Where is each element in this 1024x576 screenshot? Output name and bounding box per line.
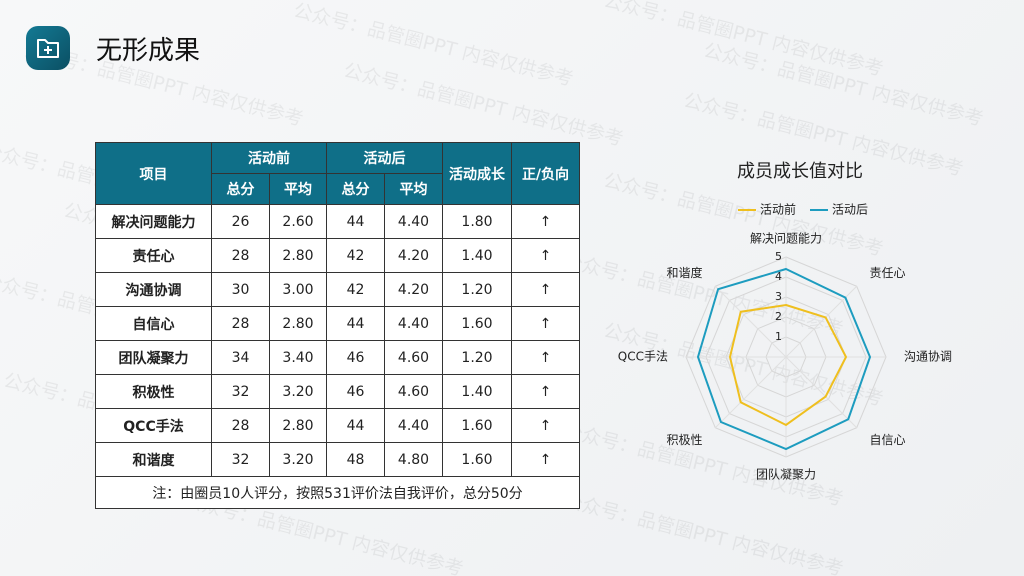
table-cell: ↑ xyxy=(511,442,580,477)
table-cell: 1.40 xyxy=(442,238,512,273)
table-cell: 积极性 xyxy=(95,374,212,409)
category-label: 积极性 xyxy=(667,433,703,447)
header-row: 项目 活动前 活动后 活动成长 正/负向 xyxy=(95,142,580,205)
note-row: 注：由圈员10人评分，按照531评价法自我评价，总分50分 xyxy=(95,476,580,509)
table-cell: 团队凝聚力 xyxy=(95,340,212,375)
table-cell: 46 xyxy=(326,340,385,375)
r-tick-label: 2 xyxy=(775,310,782,323)
subheader-cell: 总分 xyxy=(211,173,270,205)
table-cell: 4.40 xyxy=(384,306,443,341)
data-table: 项目 活动前 活动后 活动成长 正/负向 总分 平均 总分 平均 解决问题能力 26 2.60 44 4.… xyxy=(95,142,580,509)
table-cell: 1.60 xyxy=(442,442,512,477)
table-cell: 1.20 xyxy=(442,340,512,375)
r-tick-label: 5 xyxy=(775,250,782,263)
table-cell: QCC手法 xyxy=(95,408,212,443)
header-cell: 活动成长 xyxy=(442,142,512,205)
table-cell: 32 xyxy=(211,442,270,477)
table-cell: 2.60 xyxy=(269,204,327,239)
r-tick-label: 3 xyxy=(775,290,782,303)
table-row: 责任心 28 2.80 42 4.20 1.40 ↑ xyxy=(95,238,580,273)
table-cell: 4.40 xyxy=(384,204,443,239)
table-cell: 44 xyxy=(326,306,385,341)
table-row: 团队凝聚力 34 3.40 46 4.60 1.20 ↑ xyxy=(95,340,580,375)
table-cell: ↑ xyxy=(511,306,580,341)
chart-title: 成员成长值对比 xyxy=(737,161,863,182)
table-cell: 沟通协调 xyxy=(95,272,212,307)
category-label: 团队凝聚力 xyxy=(756,467,816,482)
table-cell: 4.20 xyxy=(384,238,443,273)
table-cell: ↑ xyxy=(511,272,580,307)
slide-title: 无形成果 xyxy=(96,36,201,66)
table-cell: 3.40 xyxy=(269,340,327,375)
header-cell: 活动后 xyxy=(326,142,443,174)
table-cell: 2.80 xyxy=(269,238,327,273)
table-cell: ↑ xyxy=(511,374,580,409)
table-cell: 3.20 xyxy=(269,442,327,477)
table-cell: 44 xyxy=(326,408,385,443)
table-cell: ↑ xyxy=(511,408,580,443)
subheader-row: 总分 平均 总分 平均 xyxy=(96,173,580,205)
table-cell: 44 xyxy=(326,204,385,239)
category-label: 责任心 xyxy=(869,266,905,280)
category-label: 和谐度 xyxy=(667,265,703,280)
spoke xyxy=(785,356,858,429)
category-label: 解决问题能力 xyxy=(750,232,822,246)
title-icon xyxy=(26,26,70,70)
spoke xyxy=(714,285,787,358)
subheader-cell: 平均 xyxy=(384,173,443,205)
table-row: QCC手法 28 2.80 44 4.40 1.60 ↑ xyxy=(95,408,580,443)
table-row: 自信心 28 2.80 44 4.40 1.60 ↑ xyxy=(95,306,580,341)
table-cell: 48 xyxy=(326,442,385,477)
category-label: QCC手法 xyxy=(618,350,668,364)
table-cell: 1.60 xyxy=(442,408,512,443)
table-cell: 4.60 xyxy=(384,374,443,409)
table-cell: 3.20 xyxy=(269,374,327,409)
table-cell: 解决问题能力 xyxy=(95,204,212,239)
series-line xyxy=(728,303,848,427)
table-cell: 28 xyxy=(211,238,270,273)
category-label: 沟通协调 xyxy=(904,349,952,364)
folder-icon xyxy=(37,39,59,58)
table-cell: 2.80 xyxy=(269,306,327,341)
table-cell: 28 xyxy=(211,408,270,443)
subheader-cell: 总分 xyxy=(326,173,385,205)
spoke xyxy=(714,356,787,429)
table-cell: 42 xyxy=(326,272,385,307)
table-cell: 32 xyxy=(211,374,270,409)
table-cell: 2.80 xyxy=(269,408,327,443)
table-cell: 1.20 xyxy=(442,272,512,307)
table-row: 积极性 32 3.20 46 4.60 1.40 ↑ xyxy=(95,374,580,409)
table-row: 和谐度 32 3.20 48 4.80 1.60 ↑ xyxy=(95,442,580,477)
series-line xyxy=(696,267,872,451)
table-note: 注：由圈员10人评分，按照531评价法自我评价，总分50分 xyxy=(95,476,580,509)
r-tick-label: 1 xyxy=(775,330,782,343)
table-cell: 42 xyxy=(326,238,385,273)
header-cell: 正/负向 xyxy=(511,142,580,205)
table-cell: 1.60 xyxy=(442,306,512,341)
table-cell: 自信心 xyxy=(95,306,212,341)
table-cell: 46 xyxy=(326,374,385,409)
table-cell: ↑ xyxy=(511,238,580,273)
table-cell: 责任心 xyxy=(95,238,212,273)
table-cell: 1.40 xyxy=(442,374,512,409)
legend-label: 活动后 xyxy=(832,203,868,217)
subheader-cell: 平均 xyxy=(269,173,327,205)
r-tick-label: 4 xyxy=(775,270,782,283)
category-label: 自信心 xyxy=(869,433,905,447)
legend-label: 活动前 xyxy=(760,202,796,217)
table-cell: 34 xyxy=(211,340,270,375)
table-row: 解决问题能力 26 2.60 44 4.40 1.80 ↑ xyxy=(95,204,580,239)
table-cell: 4.60 xyxy=(384,340,443,375)
table-cell: 3.00 xyxy=(269,272,327,307)
